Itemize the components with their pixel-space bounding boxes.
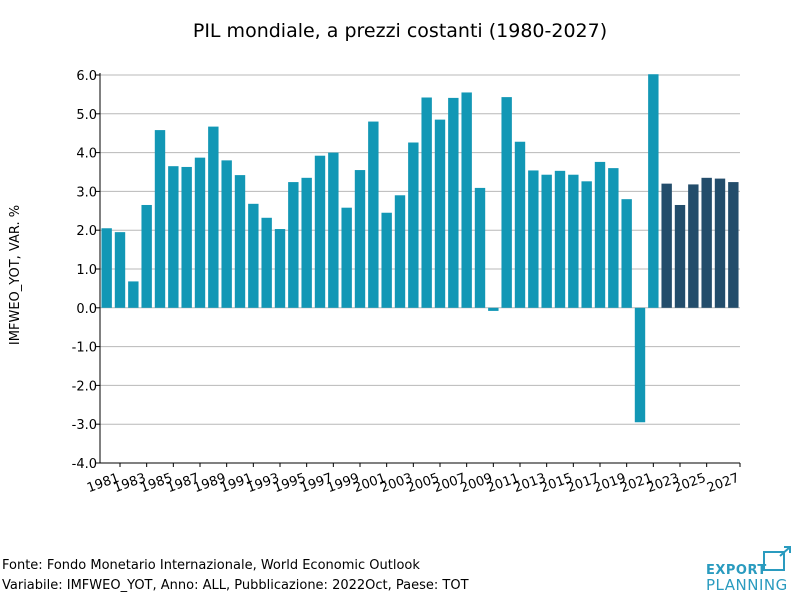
y-axis-label: IMFWEO_YOT, VAR. %: [8, 205, 23, 345]
bar-1983: [141, 204, 152, 308]
bar-2024: [688, 184, 699, 308]
bar-2022: [661, 183, 672, 308]
bar-2000: [368, 121, 379, 308]
bar-2020: [634, 307, 646, 423]
bar-1981: [114, 232, 126, 308]
bar-1989: [221, 160, 232, 308]
y-tick-label: -2.0: [72, 379, 97, 394]
y-tick-label: 1.0: [76, 263, 97, 278]
axes: [96, 73, 741, 467]
bar-2023: [674, 204, 686, 308]
bar-1997: [328, 152, 339, 308]
chart-title: PIL mondiale, a prezzi costanti (1980-20…: [192, 20, 608, 42]
bar-2005: [434, 119, 446, 308]
y-tick-label: 4.0: [76, 147, 97, 162]
bar-1996: [314, 155, 326, 308]
bar-1980: [101, 228, 112, 308]
bar-2014: [554, 170, 566, 308]
bar-2009: [488, 307, 499, 311]
bar-1992: [261, 217, 272, 308]
bar-2015: [568, 174, 579, 308]
bar-2019: [621, 199, 632, 308]
y-tick-label: 0.0: [76, 302, 97, 317]
bar-1984: [154, 130, 166, 308]
export-planning-logo: EXPORT PLANNING: [706, 546, 798, 596]
x-tick-labels: 1981198319851987198919911993199519971999…: [85, 471, 741, 496]
bar-2011: [514, 141, 526, 308]
y-tick-label: -3.0: [72, 418, 97, 433]
bar-1994: [288, 182, 299, 308]
x-tick-label: 2027: [705, 471, 741, 496]
bar-2003: [408, 142, 419, 308]
variable-note: Variabile: IMFWEO_YOT, Anno: ALL, Pubbli…: [2, 578, 469, 593]
bar-2026: [714, 178, 726, 308]
bar-1999: [354, 170, 366, 308]
bar-1998: [341, 207, 352, 308]
source-note: Fonte: Fondo Monetario Internazionale, W…: [2, 558, 420, 573]
bar-2002: [394, 195, 406, 308]
bar-2027: [728, 182, 739, 308]
y-tick-label: 5.0: [76, 108, 97, 123]
y-tick-label: -4.0: [72, 457, 97, 472]
logo-text-export: EXPORT: [706, 563, 767, 578]
logo-text-planning: PLANNING: [706, 576, 788, 594]
bar-2021: [648, 74, 659, 308]
bar-2006: [448, 97, 459, 308]
bar-2025: [701, 177, 712, 308]
bar-1990: [234, 175, 246, 308]
bar-1987: [194, 157, 206, 308]
bar-2010: [501, 97, 512, 308]
bar-2012: [528, 170, 539, 308]
bar-1988: [208, 126, 219, 308]
bar-2017: [594, 161, 606, 308]
bar-1985: [168, 166, 179, 308]
bar-1991: [248, 203, 259, 308]
bar-2018: [608, 168, 619, 308]
bar-1986: [181, 166, 192, 308]
bar-2013: [541, 174, 552, 308]
y-tick-label: -1.0: [72, 341, 97, 356]
bar-2016: [581, 181, 592, 308]
logo-mark-icon: [763, 546, 791, 571]
bar-2004: [421, 97, 432, 308]
bar-2007: [461, 92, 472, 308]
bars: [101, 74, 739, 423]
y-tick-label: 2.0: [76, 224, 97, 239]
y-tick-label: 6.0: [76, 69, 97, 84]
bar-1982: [128, 281, 139, 308]
bar-1995: [301, 177, 312, 308]
y-tick-labels: 6.0 5.0 4.0 3.0 2.0 1.0 0.0 -1.0 -2.0 -3.0 -4.0: [72, 69, 97, 472]
bar-1993: [274, 229, 286, 308]
bar-2008: [474, 187, 486, 308]
y-tick-label: 3.0: [76, 185, 97, 200]
bar-2001: [381, 212, 392, 308]
